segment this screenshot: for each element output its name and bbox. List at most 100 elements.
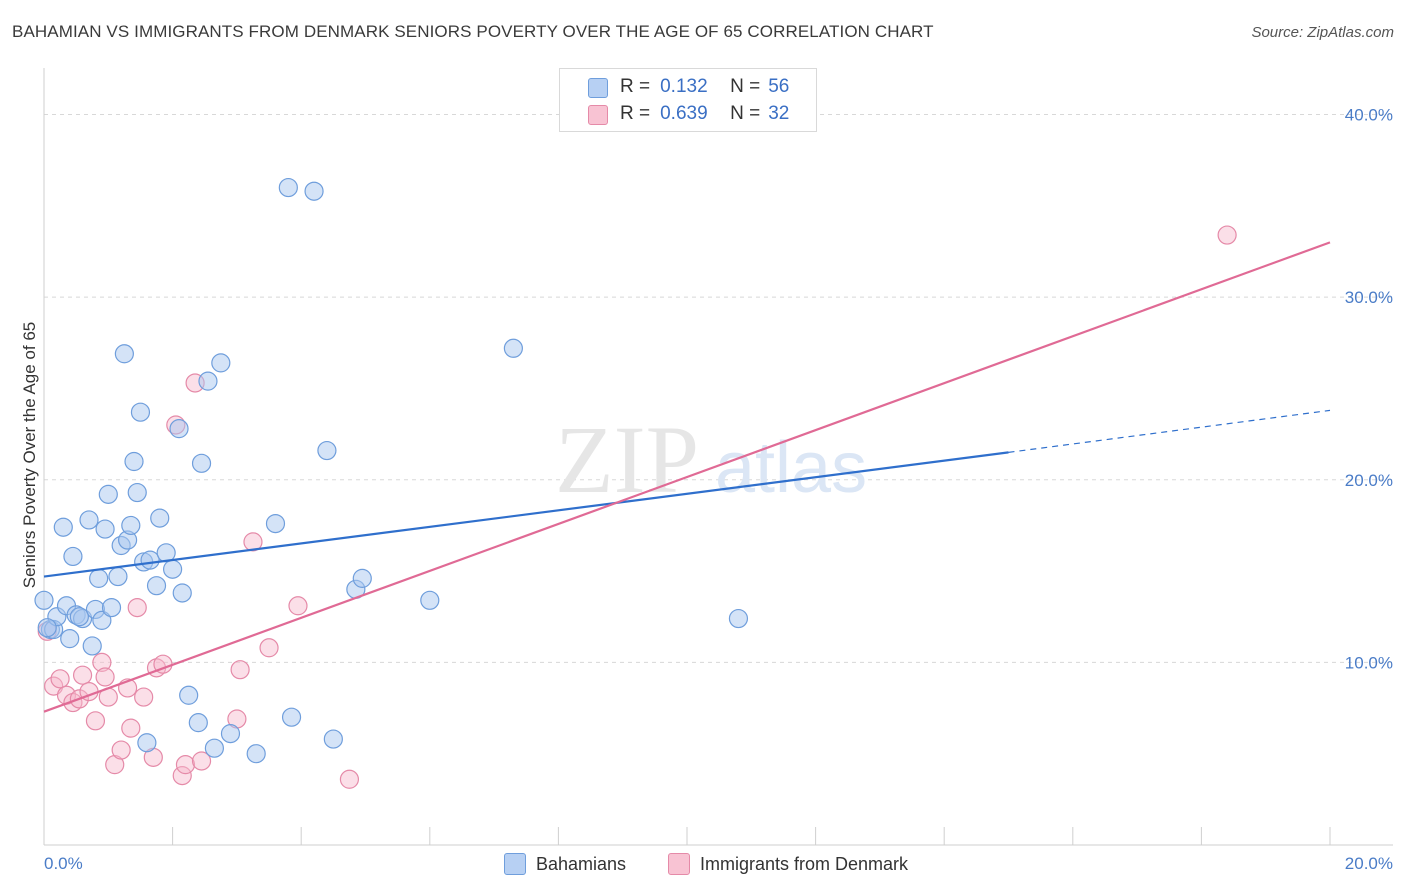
blue-point xyxy=(172,583,192,603)
pink-point xyxy=(175,755,196,775)
legend-r-value-bahamians: 0.132 xyxy=(660,76,708,97)
pink-point xyxy=(339,769,360,789)
tick-labels: 10.0% 20.0% 30.0% 40.0% 0.0% 20.0% xyxy=(44,106,1393,873)
legend-box: R = 0.132 N = 56 R = 0.639 N = 32 xyxy=(559,68,817,132)
legend-r-value-denmark: 0.639 xyxy=(660,103,708,124)
pink-point xyxy=(288,596,308,616)
pink-point xyxy=(72,665,93,685)
blue-point xyxy=(95,519,115,539)
x-tick-label: 0.0% xyxy=(44,854,83,873)
chart-title: BAHAMIAN VS IMMIGRANTS FROM DENMARK SENI… xyxy=(12,22,934,41)
blue-point xyxy=(169,419,189,439)
blue-point xyxy=(281,707,302,727)
blue-point xyxy=(163,559,183,579)
blue-point xyxy=(420,590,440,610)
pink-point xyxy=(230,660,250,680)
blue-point xyxy=(92,610,112,630)
pink-point xyxy=(85,711,106,731)
pink-point xyxy=(111,740,131,760)
blue-point xyxy=(265,513,286,534)
axes xyxy=(43,68,1393,846)
legend-r-label: R = xyxy=(620,103,651,124)
legend-n-value-bahamians: 56 xyxy=(768,76,790,97)
blue-point xyxy=(127,482,147,503)
blue-point xyxy=(140,550,160,570)
blue-points xyxy=(34,177,749,764)
blue-point xyxy=(130,402,151,422)
y-tick-label: 30.0% xyxy=(1345,288,1393,307)
blue-point xyxy=(728,608,749,629)
blue-point xyxy=(304,181,324,201)
y-tick-label: 10.0% xyxy=(1345,653,1393,672)
blue-point xyxy=(204,738,224,758)
blue-point xyxy=(108,566,128,587)
blue-point xyxy=(150,508,170,528)
blue-point xyxy=(191,453,212,473)
pink-point xyxy=(95,667,115,687)
pink-point xyxy=(191,751,212,771)
blue-point xyxy=(98,484,118,504)
blue-point xyxy=(63,546,83,567)
bottom-legend-denmark: Immigrants from Denmark xyxy=(668,852,908,876)
pink-point xyxy=(63,692,83,713)
blue-trend-extension xyxy=(1008,409,1331,453)
blue-point xyxy=(60,629,80,649)
blue-point xyxy=(69,607,89,627)
trend-lines xyxy=(43,241,1331,713)
legend-n-value-denmark: 32 xyxy=(768,103,790,124)
pink-point xyxy=(1217,225,1237,245)
blue-point xyxy=(124,451,144,472)
blue-point xyxy=(211,353,231,373)
watermark-atlas: atlas xyxy=(715,428,867,508)
bottom-legend-bahamians: Bahamians xyxy=(504,852,626,876)
blue-point xyxy=(82,636,102,656)
blue-point xyxy=(89,568,109,588)
pink-point xyxy=(172,766,192,786)
pink-point xyxy=(121,718,141,738)
pink-point xyxy=(134,687,154,707)
legend-r-label: R = xyxy=(620,76,651,97)
pink-point xyxy=(50,669,70,689)
blue-point xyxy=(323,729,343,749)
blue-point xyxy=(503,338,523,358)
blue-point xyxy=(101,597,122,618)
blue-point xyxy=(137,733,157,753)
legend-row-bahamians: R = 0.132 N = 56 xyxy=(620,75,789,99)
blue-point xyxy=(220,724,241,744)
blue-point xyxy=(146,576,167,596)
blue-point xyxy=(79,510,99,530)
blue-point xyxy=(278,177,298,198)
watermark-zip: ZIP xyxy=(555,406,699,513)
legend-row-denmark: R = 0.639 N = 32 xyxy=(620,102,789,126)
source-label: Source: ZipAtlas.com xyxy=(1251,24,1394,41)
legend-n-label: N = xyxy=(730,103,761,124)
legend-n-label: N = xyxy=(730,76,761,97)
blue-point xyxy=(352,568,372,588)
blue-point xyxy=(188,713,208,733)
blue-point xyxy=(114,344,134,364)
blue-trend-line xyxy=(43,451,1009,578)
watermark: ZIP atlas xyxy=(555,406,867,513)
legend-swatch-bahamians xyxy=(588,78,608,98)
pink-point xyxy=(127,597,147,618)
bottom-legend-label-bahamians: Bahamians xyxy=(536,853,627,874)
blue-point xyxy=(179,685,199,705)
y-tick-label: 20.0% xyxy=(1345,471,1393,490)
pink-trend-line xyxy=(43,241,1331,713)
blue-point xyxy=(53,517,73,537)
legend-swatch-denmark xyxy=(588,105,608,125)
blue-point xyxy=(317,440,337,461)
blue-point xyxy=(37,618,57,638)
pink-point xyxy=(259,638,279,658)
bottom-legend-swatch-denmark xyxy=(668,853,690,875)
gridlines xyxy=(44,114,1395,663)
bottom-legend-swatch-bahamians xyxy=(504,853,526,875)
blue-point xyxy=(246,744,266,764)
pink-point xyxy=(243,532,263,552)
y-tick-label: 40.0% xyxy=(1345,106,1393,125)
x-tick-label: 20.0% xyxy=(1345,854,1393,873)
blue-point xyxy=(34,590,54,610)
bottom-legend-label-denmark: Immigrants from Denmark xyxy=(700,853,909,874)
blue-point xyxy=(198,371,218,391)
